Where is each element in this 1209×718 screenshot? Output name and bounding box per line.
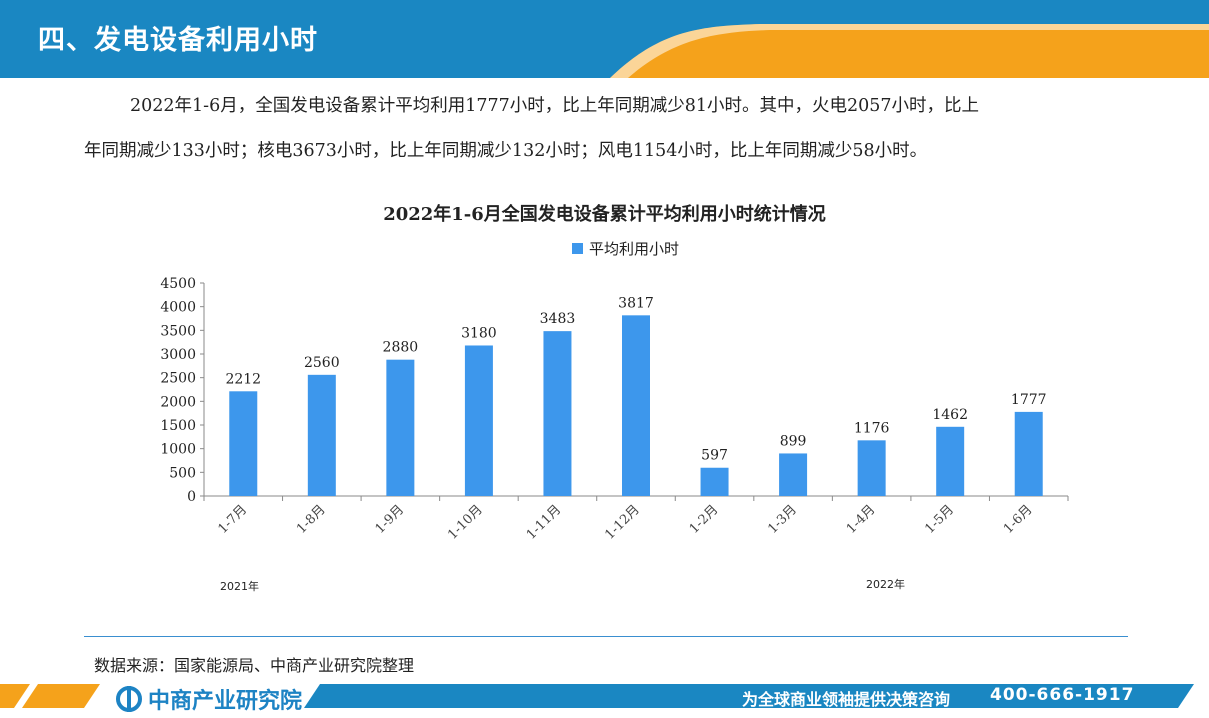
summary-line-2: 年同期减少133小时；核电3673小时，比上年同期减少132小时；风电1154小… — [84, 141, 928, 161]
footer-background — [0, 684, 1209, 718]
bar — [622, 315, 650, 496]
bar — [543, 331, 572, 496]
y-tick-label: 2000 — [160, 394, 196, 410]
x-tick-label: 1-8月 — [294, 502, 329, 537]
x-tick-label: 1-12月 — [602, 502, 642, 542]
chart-title: 2022年1-6月全国发电设备累计平均利用小时统计情况 — [383, 204, 826, 225]
x-tick-label: 1-11月 — [524, 502, 564, 542]
bar — [307, 374, 336, 496]
bar — [229, 391, 258, 496]
data-label: 597 — [701, 448, 728, 464]
header-background — [0, 0, 1209, 78]
bar — [857, 440, 886, 496]
y-tick-label: 500 — [169, 465, 196, 481]
year-label-2021: 2021年 — [220, 580, 259, 593]
y-tick-label: 4500 — [160, 276, 196, 292]
x-tick-label: 1-5月 — [922, 502, 957, 537]
y-tick-label: 4000 — [160, 300, 196, 316]
phone-number: 400-666-1917 — [990, 685, 1135, 705]
data-label: 1777 — [1011, 392, 1047, 408]
data-label: 899 — [780, 433, 807, 449]
summary-line-1: 2022年1-6月，全国发电设备累计平均利用1777小时，比上年同期减少81小时… — [130, 96, 980, 116]
legend-swatch — [572, 243, 583, 254]
y-tick-label: 3000 — [160, 347, 196, 363]
y-tick-label: 2500 — [160, 371, 196, 387]
slogan: 为全球商业领袖提供决策咨询 — [742, 690, 951, 709]
brand-logo-icon — [116, 686, 142, 712]
data-label: 1176 — [854, 420, 890, 436]
bar-chart: 0 500 1000 1500 2000 2500 3000 3500 4000 4500 2212… — [160, 276, 1069, 543]
y-tick-label: 3500 — [160, 323, 196, 339]
data-label: 2560 — [304, 355, 340, 371]
x-tick-label: 1-2月 — [687, 502, 722, 537]
data-label: 3180 — [461, 325, 497, 341]
brand: 中商产业研究院 — [116, 683, 302, 715]
bar — [700, 467, 729, 496]
x-tick-label: 1-9月 — [373, 502, 408, 537]
header-banner: 四、发电设备利用小时 — [0, 0, 1209, 80]
x-tick-label: 1-10月 — [445, 502, 485, 542]
footer-banner — [0, 680, 1209, 718]
page-title: 四、发电设备利用小时 — [38, 25, 318, 56]
bar — [779, 453, 808, 496]
bar — [1014, 411, 1043, 496]
data-label: 1462 — [932, 407, 968, 423]
bar — [386, 359, 415, 496]
chart-legend: 平均利用小时 — [572, 238, 679, 259]
data-label: 3483 — [540, 311, 576, 327]
y-tick-label: 1000 — [160, 442, 196, 458]
x-tick-label: 1-4月 — [844, 502, 879, 537]
y-tick-label: 1500 — [160, 418, 196, 434]
bar — [936, 426, 965, 496]
brand-name: 中商产业研究院 — [148, 689, 303, 714]
data-label: 2212 — [225, 371, 261, 387]
year-label-2022: 2022年 — [866, 578, 905, 591]
x-tick-label: 1-6月 — [1001, 502, 1036, 537]
y-tick-label: 0 — [187, 489, 196, 505]
bar — [464, 345, 493, 496]
legend-label: 平均利用小时 — [589, 240, 680, 258]
x-tick-label: 1-3月 — [765, 502, 800, 537]
data-source: 数据来源：国家能源局、中商产业研究院整理 — [94, 656, 415, 675]
x-tick-label: 1-7月 — [215, 502, 250, 537]
data-label: 2880 — [383, 340, 419, 356]
divider-line — [84, 636, 1128, 637]
data-label: 3817 — [618, 295, 654, 311]
